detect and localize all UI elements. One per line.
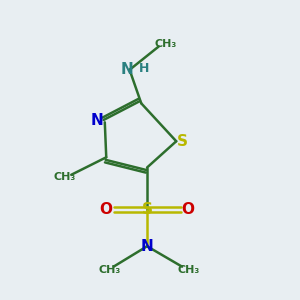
Text: CH₃: CH₃ [54, 172, 76, 182]
Text: CH₃: CH₃ [177, 265, 200, 275]
Text: N: N [91, 113, 103, 128]
Text: CH₃: CH₃ [98, 265, 120, 275]
Text: S: S [142, 202, 153, 217]
Text: H: H [138, 62, 149, 75]
Text: N: N [141, 239, 154, 254]
Text: N: N [121, 62, 134, 77]
Text: O: O [182, 202, 194, 217]
Text: O: O [100, 202, 113, 217]
Text: S: S [177, 134, 188, 149]
Text: CH₃: CH₃ [155, 38, 177, 49]
